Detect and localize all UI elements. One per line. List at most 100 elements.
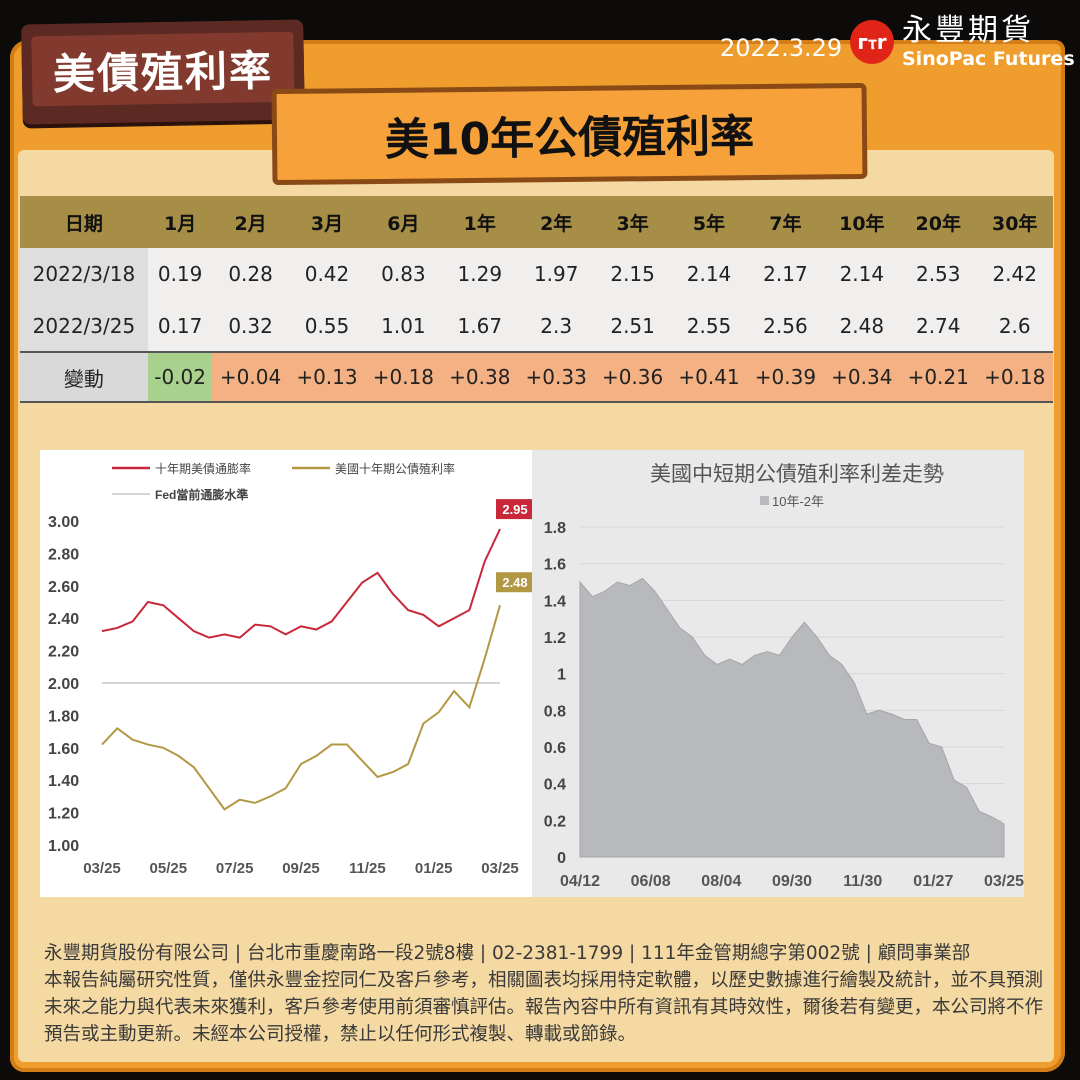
yield-cell: 1.67 [441,300,518,352]
column-header: 2月 [212,196,289,248]
x-tick-label: 01/27 [913,873,953,890]
change-cell: -0.02 [147,351,213,403]
y-tick-label: 1.00 [48,838,79,855]
yield-cell: 2.51 [594,300,671,352]
y-tick-label: 2.20 [48,644,79,661]
x-tick-label: 04/12 [560,873,600,890]
legend-label: Fed當前通膨水準 [155,487,248,502]
yield-cell: 1.01 [365,300,442,352]
y-tick-label: 0.8 [544,703,566,720]
company-info: 永豐期貨股份有限公司 | 台北市重慶南路一段2號8樓 | 02-2381-179… [44,943,971,964]
column-header: 7年 [747,196,824,248]
y-tick-label: 0.2 [544,813,566,830]
change-cell: +0.38 [441,351,518,403]
y-tick-label: 2.00 [48,676,79,693]
yield-cell: 2.56 [747,300,824,352]
column-header: 3年 [594,196,671,248]
x-tick-label: 05/25 [150,860,188,877]
x-tick-label: 08/04 [701,873,741,890]
legend-label: 美國十年期公債殖利率 [335,461,455,476]
change-cell: +0.18 [976,351,1053,403]
x-tick-label: 09/30 [772,873,812,890]
y-tick-label: 2.40 [48,611,79,628]
y-tick-label: 1.60 [48,741,79,758]
end-label: 2.95 [502,502,527,517]
column-header: 20年 [900,196,977,248]
y-tick-label: 1.20 [48,806,79,823]
y-tick-label: 1 [557,667,566,684]
yield-cell: 2.48 [823,300,901,352]
y-tick-label: 0.4 [544,777,566,794]
change-cell: +0.34 [823,351,901,403]
legend-swatch [760,496,769,505]
yield-cell: 0.83 [365,248,442,300]
report-date: 2022.3.29 [720,34,843,62]
disclaimer-text: 本報告純屬研究性質，僅供永豐金控同仁及客戶參考，相關圖表均採用特定軟體，以歷史數… [44,970,1044,1045]
end-label: 2.48 [502,575,527,590]
chart-title: 美國中短期公債殖利率利差走勢 [650,463,944,486]
yield-cell: 2.3 [518,300,595,352]
yield-cell: 2.14 [670,248,748,300]
x-tick-label: 03/25 [984,873,1024,890]
column-header: 5年 [670,196,748,248]
y-tick-label: 1.40 [48,773,79,790]
change-cell: +0.41 [670,351,748,403]
end-label-box [496,572,534,593]
y-tick-label: 1.4 [544,593,566,610]
yield-cell: 0.28 [212,248,289,300]
yield-cell: 0.32 [212,300,289,352]
legend-label: 十年期美債通膨率 [155,461,251,476]
y-tick-label: 2.60 [48,579,79,596]
date-cell: 2022/3/25 [20,300,148,352]
x-tick-label: 03/25 [481,860,519,877]
column-header: 1月 [147,196,213,248]
change-cell: +0.39 [747,351,824,403]
yield-cell: 2.15 [594,248,671,300]
y-tick-label: 1.8 [544,520,566,537]
table-row: 2022/3/18 0.19 0.28 0.42 0.83 1.29 1.97 2.15 2.1… [20,248,1053,300]
x-tick-label: 03/25 [83,860,121,877]
brand-logo: ᴦⲧr 永豐期貨 SinoPac Futures [850,14,1075,70]
date-cell: 2022/3/18 [20,248,148,300]
x-tick-label: 11/25 [349,860,386,877]
brand-name-cn: 永豐期貨 [902,13,1034,48]
page-title: 美10年公債殖利率 [271,82,868,186]
change-cell: +0.18 [365,351,442,403]
column-header: 3月 [288,196,366,248]
brand-name-en: SinoPac Futures [902,48,1075,70]
yield-cell: 1.29 [441,248,518,300]
yield-cell: 2.53 [900,248,977,300]
column-header: 1年 [441,196,518,248]
yield-cell: 2.17 [747,248,824,300]
category-title: 美債殖利率 [31,31,295,107]
yield-table: 日期 1月 2月 3月 6月 1年 2年 3年 5年 7年 10年 20年 30年 2022/3/18 0… [20,196,1053,403]
y-tick-label: 0.6 [544,740,566,757]
series-line-1 [101,604,501,811]
change-row: 變動 -0.02 +0.04 +0.13 +0.18 +0.38 +0.33 +0.36 +0.… [20,351,1053,403]
change-cell: +0.21 [900,351,977,403]
legend-label: 10年-2年 [772,494,824,509]
category-plaque: 美債殖利率 [21,19,305,125]
change-label: 變動 [20,351,148,403]
y-tick-label: 2.80 [48,546,79,563]
column-header: 日期 [20,196,148,248]
series-line-0 [101,528,501,639]
x-tick-label: 01/25 [415,860,453,877]
x-tick-label: 06/08 [631,873,671,890]
spread-chart: 美國中短期公債殖利率利差走勢 10年-2年 0 0.2 0.4 0.6 0.8 1 1.2 1.4… [532,450,1024,897]
spread-area [579,577,1005,858]
change-cell: +0.13 [288,351,366,403]
yield-cell: 2.6 [976,300,1053,352]
change-cell: +0.33 [518,351,595,403]
y-tick-label: 1.2 [544,630,566,647]
column-header: 6月 [365,196,442,248]
y-tick-label: 1.6 [544,557,566,574]
y-tick-label: 3.00 [48,514,79,531]
x-tick-label: 07/25 [216,860,254,877]
yield-cell: 0.17 [147,300,213,352]
yield-cell: 0.42 [288,248,366,300]
yield-cell: 2.42 [976,248,1053,300]
x-tick-label: 09/25 [282,860,320,877]
table-row: 2022/3/25 0.17 0.32 0.55 1.01 1.67 2.3 2.51 2.55… [20,300,1053,352]
table-header-row: 日期 1月 2月 3月 6月 1年 2年 3年 5年 7年 10年 20年 30年 [20,196,1053,248]
